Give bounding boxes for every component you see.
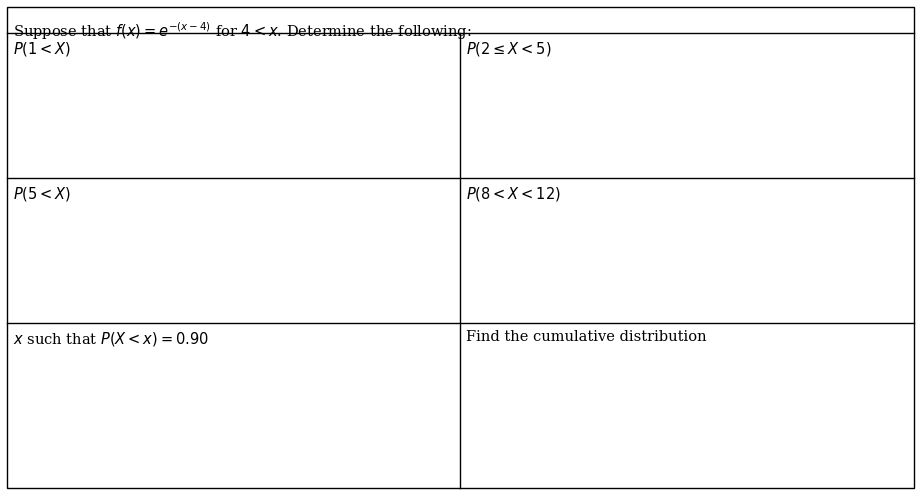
Text: Find the cumulative distribution: Find the cumulative distribution: [466, 330, 706, 344]
Text: Suppose that $f(x) = e^{-(x-4)}$ for $4 < x$. Determine the following:: Suppose that $f(x) = e^{-(x-4)}$ for $4 …: [13, 20, 472, 42]
Text: $P(1 < X)$: $P(1 < X)$: [13, 40, 71, 58]
Text: $P(8 < X < 12)$: $P(8 < X < 12)$: [466, 185, 561, 203]
Text: $P(5 < X)$: $P(5 < X)$: [13, 185, 71, 203]
Text: $x$ such that $P(X < x) = 0.90$: $x$ such that $P(X < x) = 0.90$: [13, 330, 209, 348]
Text: $P(2 \leq X < 5)$: $P(2 \leq X < 5)$: [466, 40, 552, 58]
